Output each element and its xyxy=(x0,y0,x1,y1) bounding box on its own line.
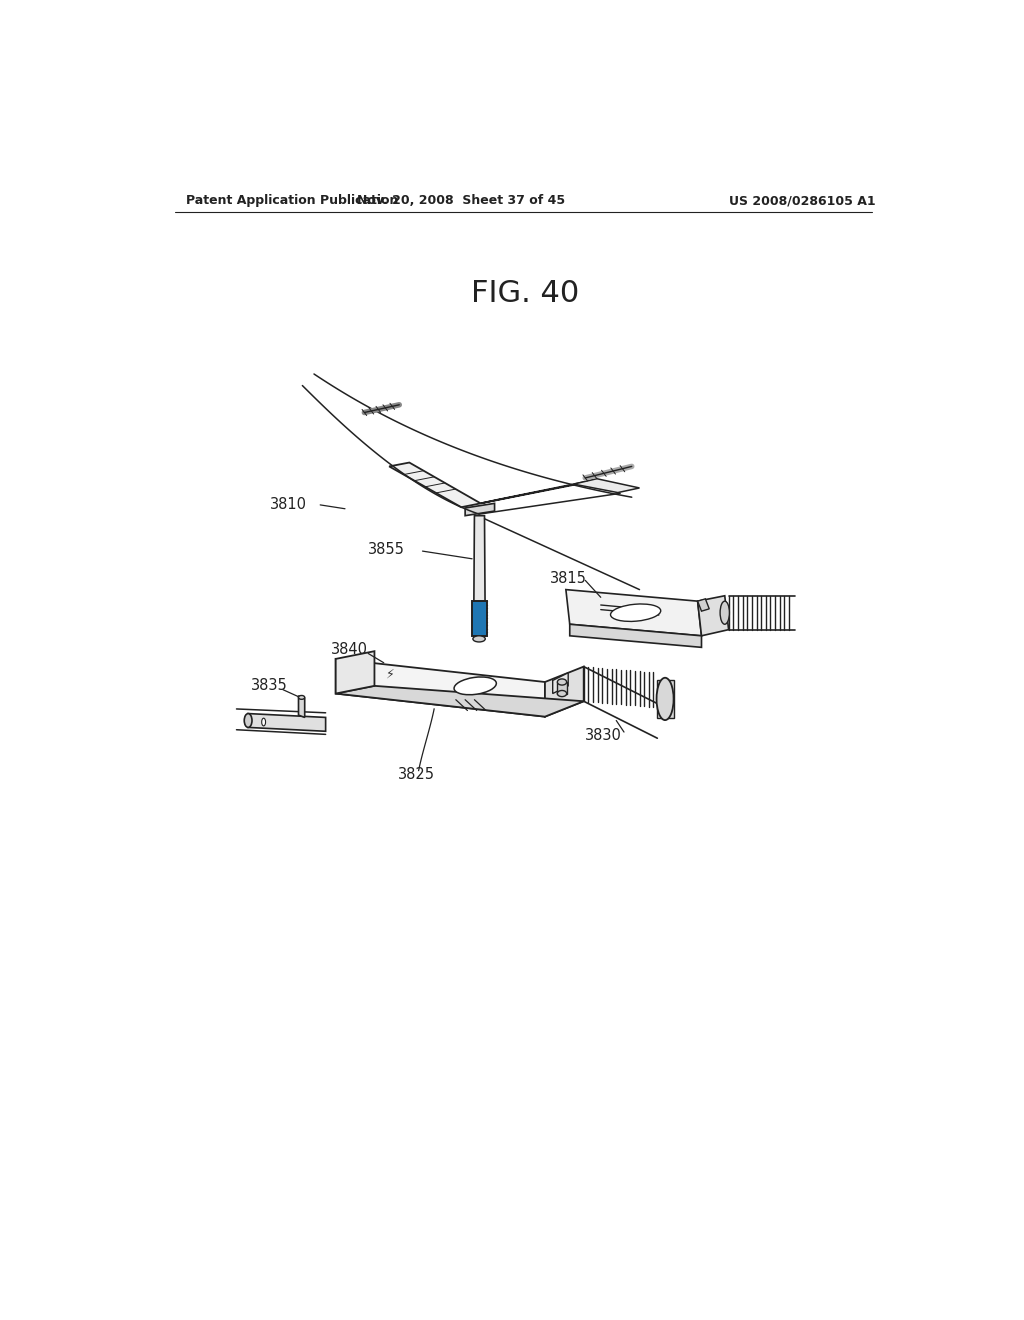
Polygon shape xyxy=(474,516,485,636)
Polygon shape xyxy=(389,462,480,507)
Ellipse shape xyxy=(557,690,566,697)
Text: Patent Application Publication: Patent Application Publication xyxy=(186,194,398,207)
Ellipse shape xyxy=(610,605,660,622)
Ellipse shape xyxy=(656,677,674,721)
Ellipse shape xyxy=(473,636,485,642)
Ellipse shape xyxy=(454,677,497,694)
Polygon shape xyxy=(569,624,701,647)
Text: US 2008/0286105 A1: US 2008/0286105 A1 xyxy=(729,194,876,207)
Text: 3810: 3810 xyxy=(270,498,307,512)
Text: FIG. 40: FIG. 40 xyxy=(471,279,579,308)
Text: Nov. 20, 2008  Sheet 37 of 45: Nov. 20, 2008 Sheet 37 of 45 xyxy=(357,194,565,207)
Polygon shape xyxy=(573,479,640,492)
Polygon shape xyxy=(566,590,701,636)
Ellipse shape xyxy=(262,718,265,726)
Polygon shape xyxy=(336,651,375,693)
Polygon shape xyxy=(553,673,568,693)
Ellipse shape xyxy=(245,714,252,727)
Polygon shape xyxy=(557,682,566,693)
Polygon shape xyxy=(336,686,584,717)
Text: 3825: 3825 xyxy=(397,767,435,781)
Polygon shape xyxy=(336,659,545,717)
Text: 3855: 3855 xyxy=(369,543,406,557)
Ellipse shape xyxy=(720,601,729,624)
Polygon shape xyxy=(472,601,486,636)
Polygon shape xyxy=(656,680,674,718)
Polygon shape xyxy=(465,503,495,516)
Text: 3835: 3835 xyxy=(251,678,287,693)
Text: 3840: 3840 xyxy=(331,642,368,657)
Polygon shape xyxy=(248,714,326,731)
Text: ⚡: ⚡ xyxy=(386,668,394,681)
Ellipse shape xyxy=(557,678,566,685)
Polygon shape xyxy=(480,480,593,503)
Polygon shape xyxy=(299,696,305,718)
Polygon shape xyxy=(697,595,729,636)
Polygon shape xyxy=(697,599,710,611)
Ellipse shape xyxy=(299,696,305,700)
Polygon shape xyxy=(545,667,584,717)
Text: 3815: 3815 xyxy=(550,570,587,586)
Text: 3830: 3830 xyxy=(586,729,623,743)
